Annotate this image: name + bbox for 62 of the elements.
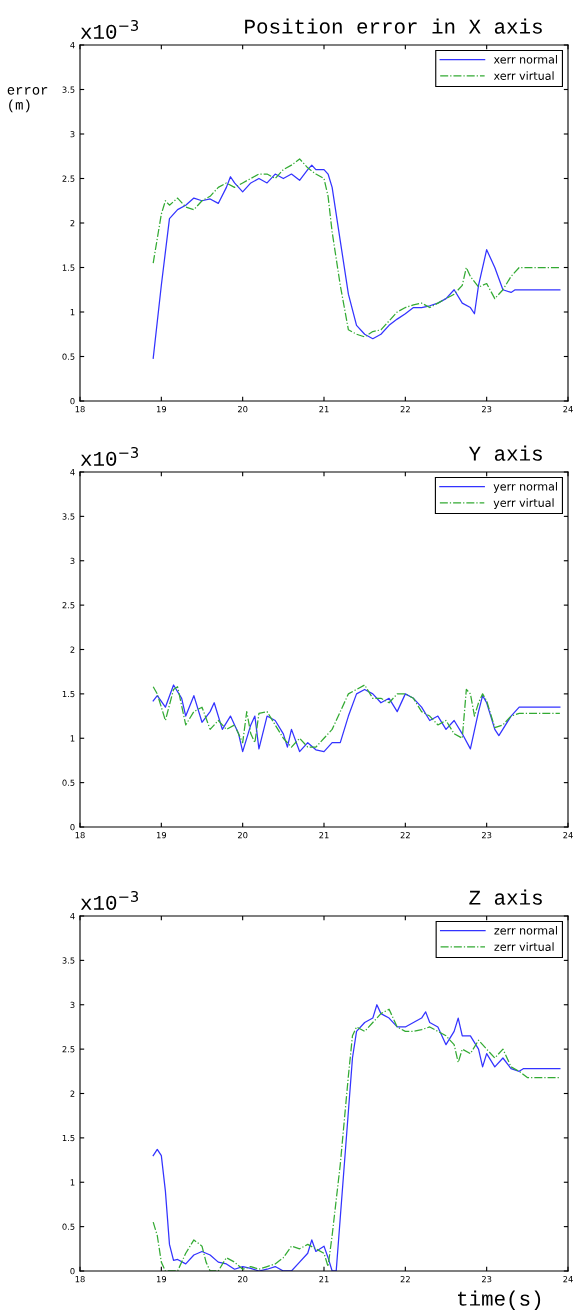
x-tick-label: 24 bbox=[563, 1276, 573, 1283]
y-tick-label: 1 bbox=[70, 309, 75, 316]
y-tick-label: 1.5 bbox=[62, 690, 75, 698]
y-tick-label: 0.5 bbox=[62, 353, 75, 360]
x-tick-label: 19 bbox=[156, 1276, 167, 1283]
y-tick-label: 2 bbox=[70, 1090, 75, 1097]
legend-label: yerr normal bbox=[493, 482, 557, 493]
x-tick-label: 19 bbox=[156, 406, 167, 413]
chart-title: Y axis bbox=[468, 445, 542, 461]
y-tick-label: 4 bbox=[70, 913, 75, 920]
y-tick-label: 0 bbox=[70, 823, 75, 831]
text: x10$^{−3}$ bbox=[80, 19, 139, 39]
y-tick-label: 1 bbox=[70, 1179, 75, 1186]
legend-label: zerr normal bbox=[494, 926, 557, 935]
x-tick-label: 23 bbox=[481, 832, 492, 839]
y-tick-label: 3 bbox=[70, 1001, 75, 1009]
x-tick-label: 19 bbox=[156, 832, 167, 839]
y-tick-label: 3.5 bbox=[62, 513, 75, 520]
x-tick-label: 18 bbox=[75, 406, 85, 413]
chart-title: Position error in X axis bbox=[245, 18, 542, 34]
y-tick-label: 2 bbox=[70, 646, 75, 653]
x-axis-title: time(s) bbox=[458, 1290, 541, 1310]
x-tick-label: 22 bbox=[400, 1276, 410, 1283]
x-tick-label: 20 bbox=[237, 1276, 248, 1283]
y-tick-label: 0 bbox=[70, 397, 75, 405]
x-tick-label: 24 bbox=[563, 832, 573, 839]
x-tick-label: 23 bbox=[481, 406, 492, 413]
legend-label: xerr normal bbox=[493, 55, 557, 64]
y-tick-label: 1 bbox=[70, 735, 75, 742]
y-tick-label: 4 bbox=[70, 469, 75, 476]
x-tick-label: 22 bbox=[400, 406, 410, 413]
chart-title: Z axis bbox=[469, 889, 542, 905]
legend-label: yerr virtual bbox=[493, 498, 554, 510]
y-tick-label: 2.5 bbox=[62, 602, 75, 609]
y-tick-label: 3 bbox=[70, 130, 75, 138]
y-tick-label: 4 bbox=[70, 42, 75, 49]
x-tick-label: 21 bbox=[319, 1276, 329, 1283]
x-tick-label: 18 bbox=[75, 1276, 85, 1283]
y-tick-label: 3.5 bbox=[62, 86, 75, 93]
y-axis-title: error (m) bbox=[7, 87, 48, 113]
x-tick-label: 24 bbox=[563, 406, 573, 413]
y-tick-label: 2.5 bbox=[62, 175, 75, 182]
x-tick-label: 22 bbox=[400, 832, 410, 839]
y-tick-label: 0.5 bbox=[62, 779, 75, 786]
y-tick-label: 3.5 bbox=[62, 957, 75, 964]
y-tick-label: 0 bbox=[70, 1267, 75, 1275]
x-tick-label: 20 bbox=[237, 406, 248, 413]
y-tick-label: 3 bbox=[70, 557, 75, 565]
x-tick-label: 23 bbox=[481, 1276, 492, 1283]
x-tick-label: 21 bbox=[319, 832, 329, 839]
y-tick-label: 0.5 bbox=[62, 1223, 75, 1230]
legend-label: xerr virtual bbox=[493, 71, 554, 80]
x-tick-label: 21 bbox=[319, 406, 329, 413]
text: x10$^{−3}$ bbox=[80, 446, 139, 466]
legend-label: zerr virtual bbox=[494, 942, 554, 951]
x-tick-label: 20 bbox=[237, 832, 248, 839]
y-tick-label: 2 bbox=[70, 219, 75, 227]
x-tick-label: 18 bbox=[75, 832, 85, 839]
y-tick-label: 1.5 bbox=[62, 1134, 75, 1142]
y-tick-label: 1.5 bbox=[62, 264, 75, 271]
y-tick-label: 2.5 bbox=[62, 1046, 75, 1053]
text: x10$^{−3}$ bbox=[80, 890, 139, 910]
